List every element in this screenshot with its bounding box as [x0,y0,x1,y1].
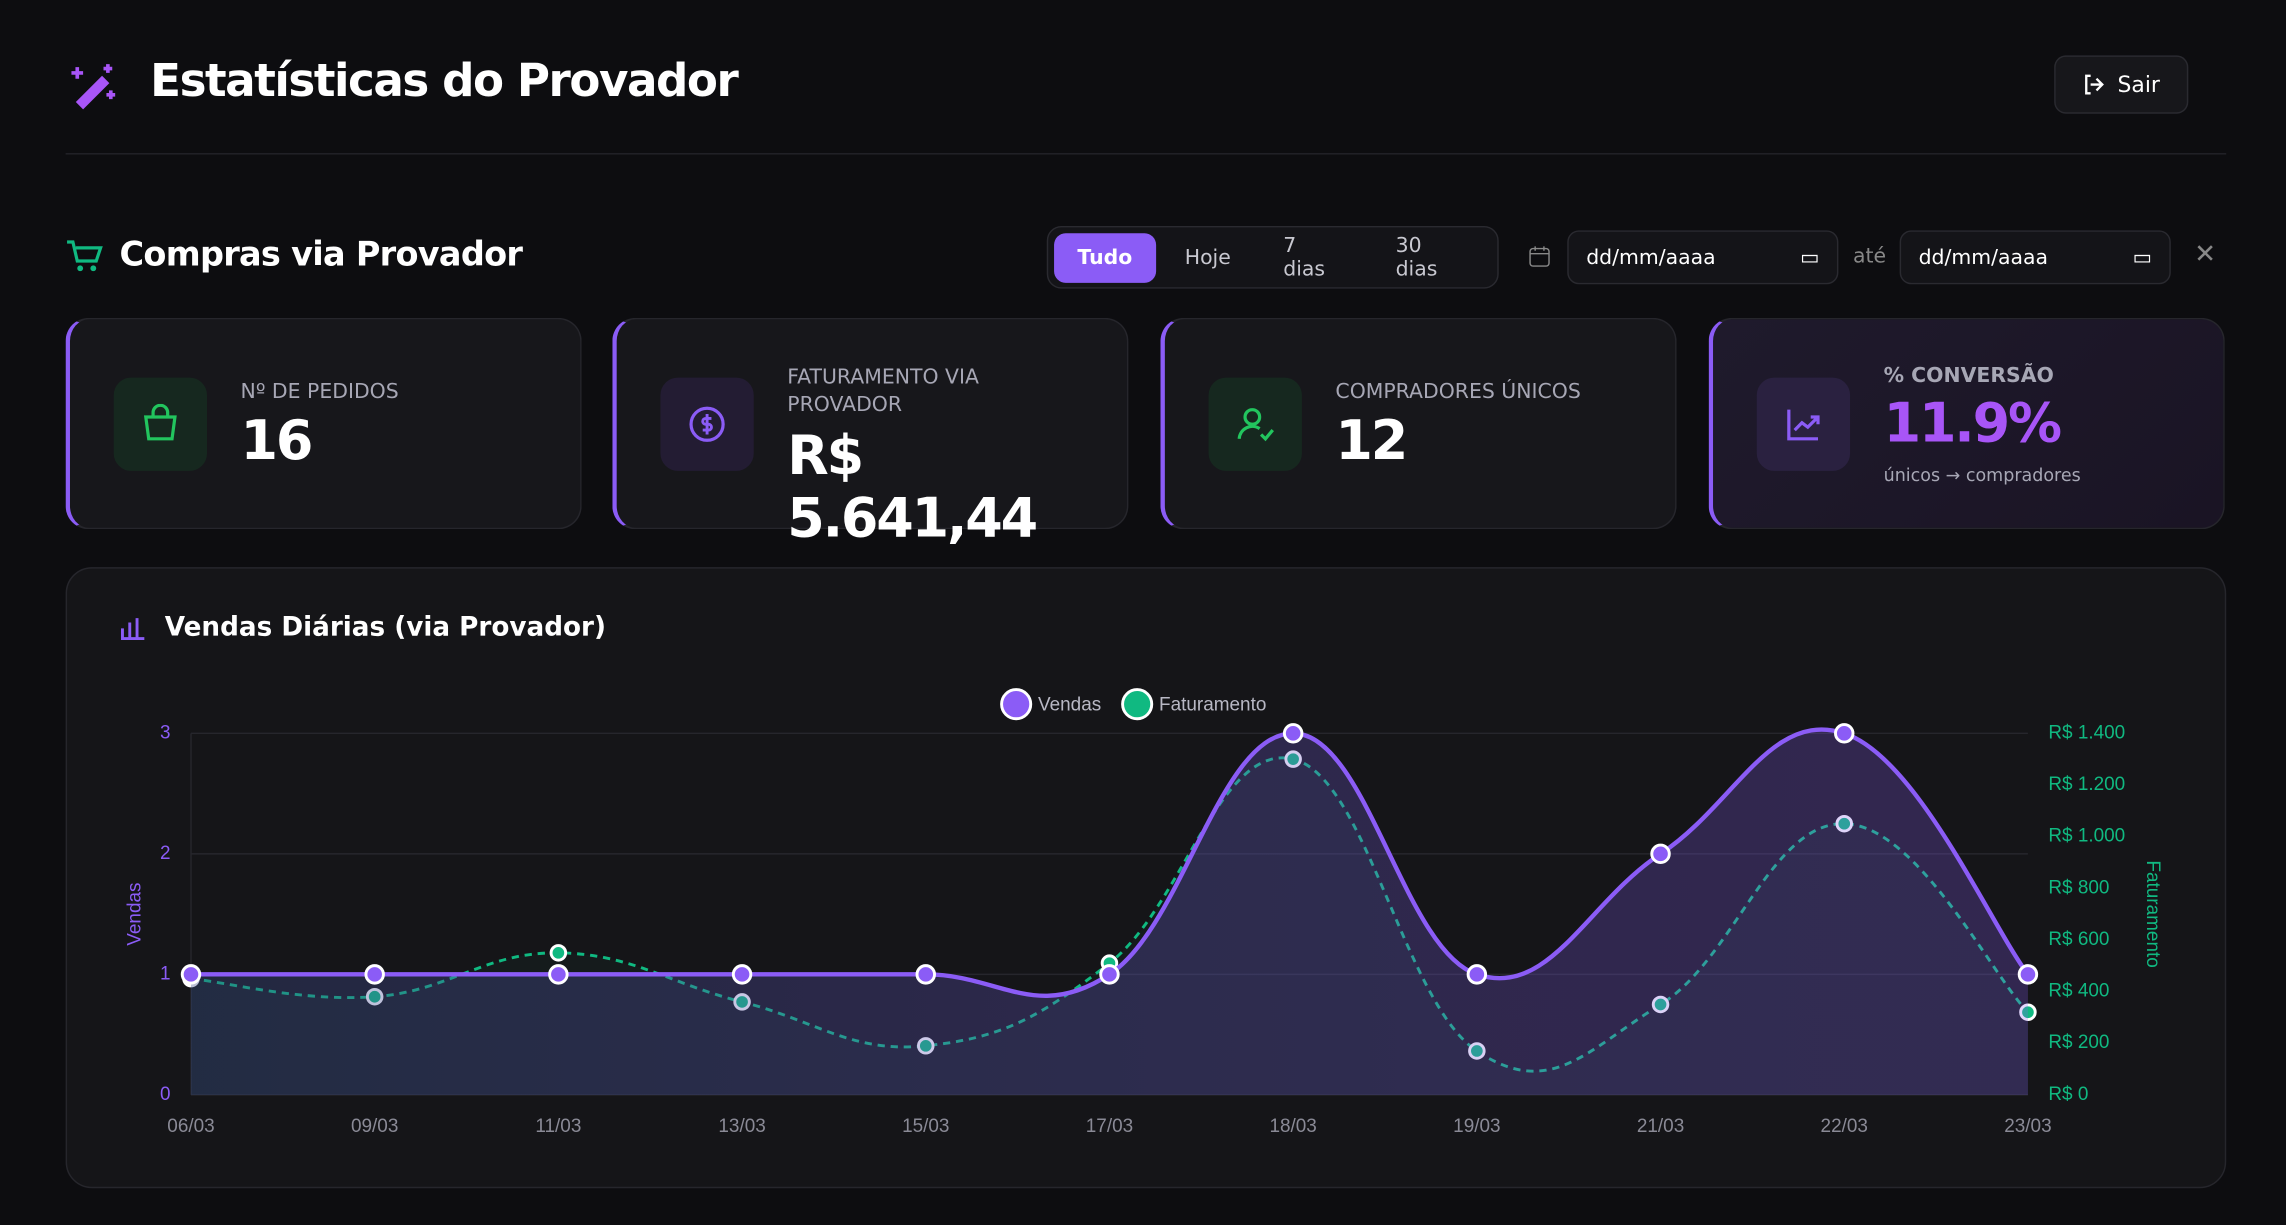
period-filter: Tudo Hoje 7 dias 30 dias [1046,225,1499,289]
x-tick-label: 21/03 [1637,1116,1684,1137]
until-label: até [1852,244,1887,269]
stat-value: R$ 5.641,44 [787,424,1038,550]
logout-button[interactable]: Sair [2054,55,2189,114]
stat-label: % CONVERSÃO [1883,364,2054,388]
x-tick-label: 11/03 [535,1116,581,1137]
stat-value: 11.9% [1883,392,2062,455]
section-title: Compras via Provador [119,236,523,275]
legend-label: Vendas [1038,695,1101,716]
stat-value: 12 [1335,409,1408,473]
y2-tick-label: R$ 1.200 [2048,774,2125,795]
legend-swatch [1121,688,1154,721]
y2-tick-label: R$ 400 [2048,981,2109,1002]
y2-tick-label: R$ 800 [2048,877,2109,898]
point [549,944,568,962]
y2-tick-label: R$ 1.000 [2048,826,2125,847]
divider [65,153,2227,155]
date-placeholder: dd/mm/aaaa [1586,245,1716,269]
x-tick-label: 13/03 [718,1116,765,1137]
x-tick-label: 23/03 [2004,1116,2051,1137]
x-tick-label: 18/03 [1269,1116,1316,1137]
chart-title: Vendas Diárias (via Provador) [164,612,606,643]
logout-label: Sair [2117,71,2160,98]
y-tick-label: 3 [160,722,171,743]
y2-tick-label: R$ 200 [2048,1032,2109,1053]
point [364,964,385,985]
date-to[interactable]: dd/mm/aaaa ▭ [1899,230,2171,285]
stat-card: COMPRADORES ÚNICOS 12 [1160,317,1677,530]
point [548,964,569,985]
y-tick-label: 0 [160,1084,171,1105]
page-title: Estatísticas do Provador [150,55,739,108]
point [915,964,936,985]
cart-icon [67,240,103,272]
stat-note: únicos → compradores [1883,465,2081,486]
point [731,964,753,985]
line [190,727,2030,998]
y-tick-label: 1 [160,963,171,984]
y2-tick-label: R$ 600 [2048,929,2109,950]
legend-label: Faturamento [1159,695,1266,716]
point [2017,964,2039,985]
y-axis-label: Vendas [125,883,146,946]
stat-card: % CONVERSÃO 11.9% únicos → compradores [1708,317,2225,530]
y-tick-label: 2 [160,843,171,864]
stat-value: 16 [240,409,314,473]
stat-label: Nº DE PEDIDOS [240,380,399,404]
area [190,729,2028,1095]
point [1282,723,1304,744]
point [1834,723,1855,744]
filter-button[interactable]: Tudo [1054,232,1156,283]
point [1099,964,1120,985]
x-tick-label: 09/03 [351,1116,398,1137]
logo-icon [71,64,116,110]
y2-tick-label: R$ 1.400 [2048,722,2125,743]
point [1466,964,1488,985]
date-from[interactable]: dd/mm/aaaa ▭ [1567,230,1839,285]
x-tick-label: 17/03 [1086,1116,1133,1137]
stat-label: FATURAMENTO VIA PROVADOR [787,365,979,417]
y2-axis-label: Faturamento [2142,860,2163,967]
x-tick-label: 15/03 [902,1116,949,1137]
filter-button[interactable]: 30 dias [1395,233,1438,281]
legend-swatch [1000,688,1033,721]
x-tick-label: 19/03 [1453,1116,1500,1137]
point [1650,843,1671,865]
chart-icon [121,618,145,641]
clear-button[interactable]: ✕ [2194,239,2217,270]
stat-label: COMPRADORES ÚNICOS [1335,380,1581,404]
stat-card: FATURAMENTO VIA PROVADOR R$ 5.641,44 [612,317,1129,550]
filter-button[interactable]: Hoje [1184,245,1231,269]
x-tick-label: 22/03 [1821,1116,1868,1137]
calendar-icon [1529,246,1550,267]
stat-card: Nº DE PEDIDOS 16 [65,317,582,530]
point [180,964,202,985]
x-tick-label: 06/03 [167,1116,214,1137]
date-placeholder: dd/mm/aaaa [1918,245,2049,269]
y2-tick-label: R$ 0 [2048,1084,2088,1105]
filter-button[interactable]: 7 dias [1283,233,1326,281]
